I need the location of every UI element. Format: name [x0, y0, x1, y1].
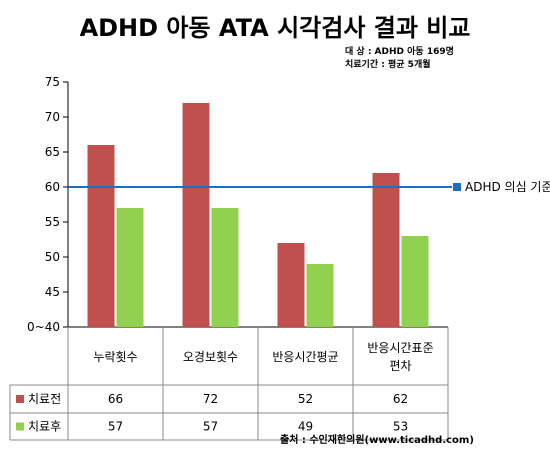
bar — [401, 236, 429, 327]
bar — [116, 208, 144, 327]
reference-line-label: ADHD 의심 기준 — [465, 180, 550, 194]
bar — [182, 103, 210, 327]
bar — [306, 264, 334, 327]
y-tick-label: 60 — [45, 180, 60, 194]
reference-legend-marker — [453, 183, 461, 191]
bar — [372, 173, 400, 327]
y-tick-label: 70 — [45, 110, 60, 124]
y-tick-label: 45 — [45, 285, 60, 299]
bar — [87, 145, 115, 327]
source-note: 출처 : 수인재한의원(www.ticadhd.com) — [280, 435, 474, 446]
category-label: 반응시간평균 — [272, 350, 338, 364]
data-label: 53 — [393, 420, 408, 434]
y-tick-label: 65 — [45, 145, 60, 159]
chart-title: ADHD 아동 ATA 시각검사 결과 비교 — [79, 14, 471, 42]
data-label: 52 — [298, 392, 313, 406]
subject-info: 대 상 : ADHD 아동 169명 — [345, 47, 454, 57]
bar — [211, 208, 239, 327]
legend-marker — [16, 422, 24, 431]
data-label: 57 — [203, 420, 218, 434]
y-tick-label: 0~40 — [27, 320, 60, 334]
data-label: 72 — [203, 392, 218, 406]
data-label: 66 — [108, 392, 123, 406]
series-name: 치료전 — [28, 392, 61, 406]
bar — [277, 243, 305, 327]
category-label: 누락횟수 — [93, 350, 137, 364]
category-label: 편차 — [389, 359, 411, 373]
legend-marker — [16, 395, 24, 403]
treatment-period-info: 치료기간 : 평균 5개월 — [345, 60, 431, 70]
series-name: 치료후 — [28, 420, 61, 434]
category-label: 오경보횟수 — [183, 350, 238, 364]
category-label: 반응시간표준 — [367, 341, 433, 355]
data-label: 57 — [108, 420, 123, 434]
y-tick-label: 75 — [45, 75, 60, 89]
y-tick-label: 50 — [45, 250, 60, 264]
data-label: 49 — [298, 420, 313, 434]
data-label: 62 — [393, 392, 408, 406]
y-tick-label: 55 — [45, 215, 60, 229]
